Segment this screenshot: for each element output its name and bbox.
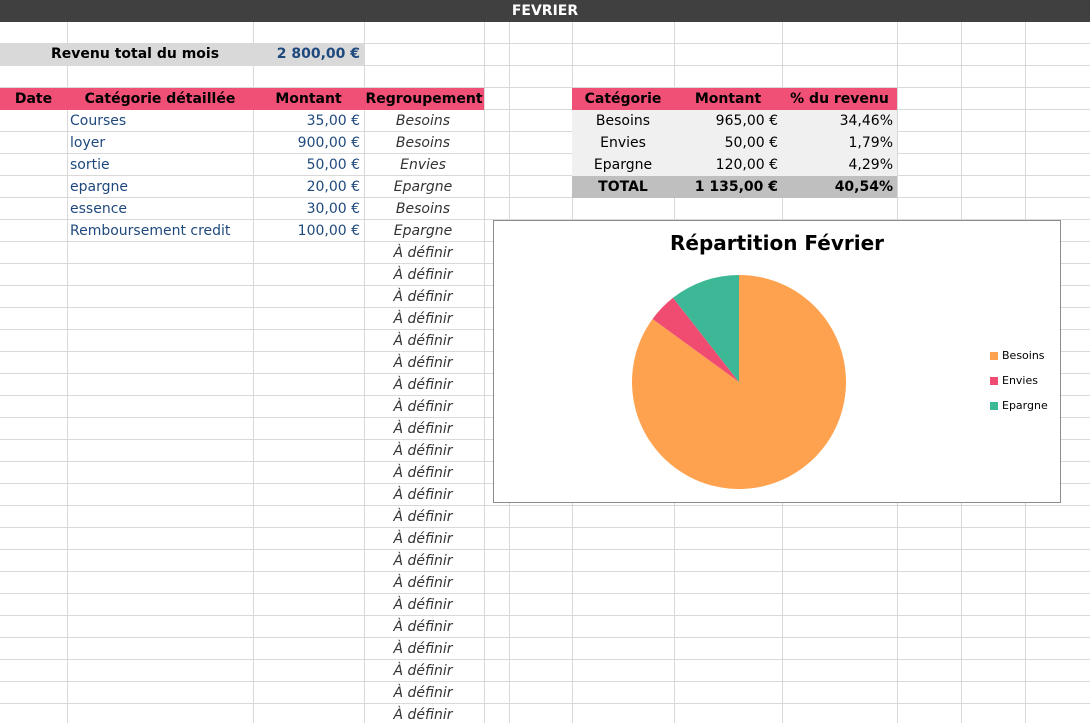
entry-group-undefined[interactable]: À définir [393,707,453,723]
summary-percent[interactable]: 34,46% [782,110,897,132]
entry-group-undefined[interactable]: À définir [393,509,453,525]
legend-label: Epargne [1002,399,1048,412]
entry-group-undefined[interactable]: À définir [393,487,453,503]
legend-label: Besoins [1002,349,1045,362]
entry-group[interactable]: Envies [400,157,446,173]
chart-legend: Besoins Envies Epargne [990,349,1048,424]
entry-group-undefined[interactable]: À définir [393,289,453,305]
entry-group-undefined[interactable]: À définir [393,333,453,349]
summary-header-category[interactable]: Catégorie [572,88,674,110]
entry-group-undefined[interactable]: À définir [393,641,453,657]
summary-category[interactable]: Epargne [572,154,674,176]
entry-group-undefined[interactable]: À définir [393,663,453,679]
entry-group[interactable]: Besoins [395,135,451,151]
header-amount[interactable]: Montant [253,88,364,110]
entry-group-undefined[interactable]: À définir [393,465,453,481]
summary-header-percent[interactable]: % du revenu [782,88,897,110]
entry-amount[interactable]: 50,00 € [306,157,360,173]
entry-group-undefined[interactable]: À définir [393,553,453,569]
entry-group-undefined[interactable]: À définir [393,377,453,393]
revenue-value[interactable]: 2 800,00 € [270,43,364,65]
entry-amount[interactable]: 30,00 € [306,201,360,217]
summary-percent[interactable]: 1,79% [782,132,897,154]
summary-amount[interactable]: 965,00 € [674,110,782,132]
summary-amount[interactable]: 120,00 € [674,154,782,176]
entry-category[interactable]: essence [70,201,127,217]
entry-group-undefined[interactable]: À définir [393,597,453,613]
entry-amount[interactable]: 100,00 € [297,223,360,239]
legend-item-besoins: Besoins [990,349,1048,374]
entry-group-undefined[interactable]: À définir [393,245,453,261]
entry-group-undefined[interactable]: À définir [393,531,453,547]
legend-item-epargne: Epargne [990,399,1048,424]
entry-group[interactable]: Besoins [395,201,451,217]
header-date[interactable]: Date [0,88,67,110]
entry-group-undefined[interactable]: À définir [393,421,453,437]
entry-group-undefined[interactable]: À définir [393,399,453,415]
entry-group-undefined[interactable]: À définir [393,311,453,327]
legend-item-envies: Envies [990,374,1048,399]
pie-chart[interactable]: Répartition Février Besoins Envies Eparg… [493,220,1061,503]
header-group[interactable]: Regroupement [364,88,484,110]
entry-amount[interactable]: 35,00 € [306,113,360,129]
legend-swatch [990,352,998,360]
entry-category[interactable]: epargne [70,179,128,195]
pie-slice-epargne[interactable] [673,275,739,382]
summary-percent[interactable]: 4,29% [782,154,897,176]
header-category[interactable]: Catégorie détaillée [67,88,253,110]
legend-swatch [990,377,998,385]
entry-category[interactable]: sortie [70,157,110,173]
chart-title: Répartition Février [669,231,884,255]
entry-group-undefined[interactable]: À définir [393,575,453,591]
entry-group[interactable]: Epargne [393,179,453,195]
legend-swatch [990,402,998,410]
entry-amount[interactable]: 900,00 € [297,135,360,151]
summary-total-label[interactable]: TOTAL [572,176,674,198]
entry-category[interactable]: Courses [70,113,127,129]
entry-group-undefined[interactable]: À définir [393,355,453,371]
entry-group-undefined[interactable]: À définir [393,443,453,459]
entry-group[interactable]: Epargne [393,223,453,239]
entry-group-undefined[interactable]: À définir [393,267,453,283]
entry-category[interactable]: loyer [70,135,106,151]
summary-category[interactable]: Envies [572,132,674,154]
sheet-title: FEVRIER [0,0,1090,22]
entry-amount[interactable]: 20,00 € [306,179,360,195]
pie-svg [632,275,846,489]
summary-header-amount[interactable]: Montant [674,88,782,110]
entry-group-undefined[interactable]: À définir [393,685,453,701]
summary-total-percent[interactable]: 40,54% [782,176,897,198]
entry-group-undefined[interactable]: À définir [393,619,453,635]
summary-category[interactable]: Besoins [572,110,674,132]
legend-label: Envies [1002,374,1038,387]
summary-total-amount[interactable]: 1 135,00 € [674,176,782,198]
entry-category[interactable]: Remboursement credit [70,223,231,239]
revenue-label[interactable]: Revenu total du mois [0,43,270,65]
entry-group[interactable]: Besoins [395,113,451,129]
summary-amount[interactable]: 50,00 € [674,132,782,154]
pie-slice-envies[interactable] [652,297,739,382]
